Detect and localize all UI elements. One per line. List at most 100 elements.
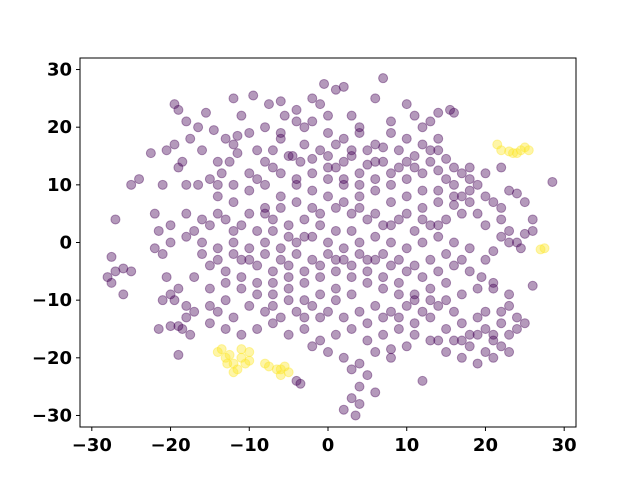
scatter-point [385, 260, 396, 271]
scatter-point [260, 208, 271, 219]
scatter-point [346, 323, 357, 334]
scatter-point [102, 272, 113, 283]
scatter-point [212, 191, 223, 202]
scatter-point [362, 277, 373, 288]
y-tick-label: −20 [32, 348, 72, 369]
scatter-point [504, 146, 515, 157]
scatter-point [236, 329, 247, 340]
scatter-point [193, 122, 204, 133]
scatter-point [448, 107, 459, 118]
scatter-point [307, 231, 318, 242]
scatter-point [496, 214, 507, 225]
scatter-point [472, 283, 483, 294]
scatter-point [283, 260, 294, 271]
scatter-point [212, 306, 223, 317]
scatter-point [295, 156, 306, 167]
scatter-point [504, 329, 515, 340]
scatter-point [177, 323, 188, 334]
scatter-point [145, 148, 156, 159]
scatter-point [433, 266, 444, 277]
scatter-point [220, 266, 231, 277]
scatter-point [480, 323, 491, 334]
scatter-point [448, 306, 459, 317]
scatter-point [240, 358, 251, 369]
scatter-point [519, 318, 530, 329]
scatter-point [299, 277, 310, 288]
scatter-point [385, 179, 396, 190]
scatter-point [197, 249, 208, 260]
y-axis-ticks: −30 −20 −10 0 10 20 30 [32, 60, 80, 426]
scatter-point [157, 179, 168, 190]
scatter-point [362, 159, 373, 170]
scatter-point [448, 162, 459, 173]
scatter-point [236, 272, 247, 283]
scatter-point [425, 156, 436, 167]
scatter-point [287, 151, 298, 162]
scatter-point [220, 352, 231, 363]
scatter-point [433, 231, 444, 242]
scatter-point [323, 249, 333, 260]
scatter-point [378, 249, 389, 260]
scatter-point [409, 260, 420, 271]
scatter-point [228, 358, 239, 369]
scatter-point [409, 225, 420, 236]
scatter-point [370, 156, 381, 167]
scatter-point [393, 254, 404, 265]
scatter-point [267, 145, 278, 156]
scatter-point [464, 341, 475, 352]
scatter-point [433, 165, 444, 176]
scatter-point [228, 197, 239, 208]
scatter-point [496, 145, 507, 156]
scatter-point [496, 318, 507, 329]
scatter-point [275, 370, 286, 381]
scatter-point [393, 312, 404, 323]
scatter-point [409, 151, 420, 162]
scatter-point [378, 156, 389, 167]
scatter-point [378, 73, 389, 84]
scatter-point [472, 179, 483, 190]
scatter-point [212, 347, 223, 358]
scatter-point [299, 122, 310, 133]
scatter-point [456, 352, 467, 363]
scatter-point [417, 214, 428, 225]
scatter-point [511, 237, 522, 248]
scatter-point [464, 197, 475, 208]
scatter-point [346, 364, 357, 375]
scatter-point [346, 208, 357, 219]
scatter-point [464, 329, 475, 340]
scatter-point [106, 251, 117, 262]
scatter-point [401, 174, 412, 185]
scatter-point [204, 300, 215, 311]
scatter-point [370, 300, 381, 311]
scatter-point [393, 323, 404, 334]
scatter-point [193, 179, 204, 190]
scatter-point [330, 254, 341, 265]
scatter-point [204, 220, 215, 231]
scatter-point [228, 93, 239, 104]
scatter-point [523, 145, 534, 156]
scatter-point [173, 283, 184, 294]
scatter-point [488, 277, 499, 288]
scatter-point [539, 243, 550, 254]
scatter-point [417, 237, 428, 248]
scatter-point [252, 323, 263, 334]
scatter-point [354, 237, 365, 248]
scatter-point [441, 295, 452, 306]
scatter-point [212, 254, 223, 265]
scatter-point [441, 214, 452, 225]
scatter-point [189, 272, 200, 283]
scatter-point [267, 266, 278, 277]
y-tick-label: −10 [32, 290, 72, 311]
scatter-point [441, 174, 452, 185]
scatter-point [118, 289, 129, 300]
scatter-point [173, 104, 184, 115]
scatter-point [425, 254, 436, 265]
scatter-point [504, 237, 515, 248]
scatter-point [527, 214, 538, 225]
scatter-point [220, 277, 231, 288]
scatter-point [307, 254, 318, 265]
scatter-point [378, 220, 389, 231]
scatter-point [425, 295, 436, 306]
scatter-point [362, 335, 373, 346]
x-tick-label: −30 [72, 435, 112, 456]
